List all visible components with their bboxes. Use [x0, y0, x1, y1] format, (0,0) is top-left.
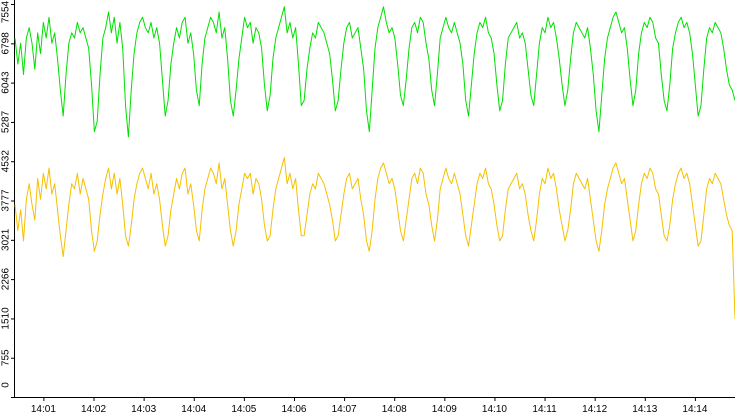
- y-axis: 0 755 1510 2266 3021 3777 4532 5287 6043 6798 7554: [1, 0, 15, 398]
- series-line-1: [14, 6, 735, 138]
- y-tick-label: 6798: [1, 32, 12, 55]
- x-tick-label: 14:06: [281, 404, 306, 415]
- x-axis: 14:01 14:02 14:03 14:04 14:05 14:06 14:07 14:08…: [14, 397, 735, 415]
- y-tick-label: 0: [1, 382, 12, 388]
- series-layer: [14, 6, 735, 319]
- x-tick-label: 14:14: [682, 404, 707, 415]
- y-tick-label: 6043: [1, 71, 12, 94]
- x-tick-label: 14:12: [582, 404, 607, 415]
- x-tick-label: 14:07: [332, 404, 357, 415]
- x-tick-label: 14:10: [482, 404, 507, 415]
- x-tick-label: 14:04: [181, 404, 206, 415]
- y-tick-label: 5287: [1, 110, 12, 133]
- series-line-2: [14, 157, 735, 319]
- x-tick-label: 14:02: [81, 404, 106, 415]
- x-tick-label: 14:13: [632, 404, 657, 415]
- x-tick-label: 14:01: [31, 404, 56, 415]
- x-tick-label: 14:09: [432, 404, 457, 415]
- x-tick-label: 14:05: [231, 404, 256, 415]
- y-tick-label: 2266: [1, 268, 12, 291]
- x-tick-label: 14:08: [382, 404, 407, 415]
- x-tick-label: 14:03: [131, 404, 156, 415]
- y-tick-label: 7554: [1, 0, 12, 23]
- y-tick-label: 3021: [1, 228, 12, 251]
- y-tick-label: 1510: [1, 307, 12, 330]
- x-tick-label: 14:11: [532, 404, 557, 415]
- y-tick-label: 3777: [1, 189, 12, 212]
- y-tick-label: 755: [1, 349, 12, 366]
- y-tick-label: 4532: [1, 150, 12, 173]
